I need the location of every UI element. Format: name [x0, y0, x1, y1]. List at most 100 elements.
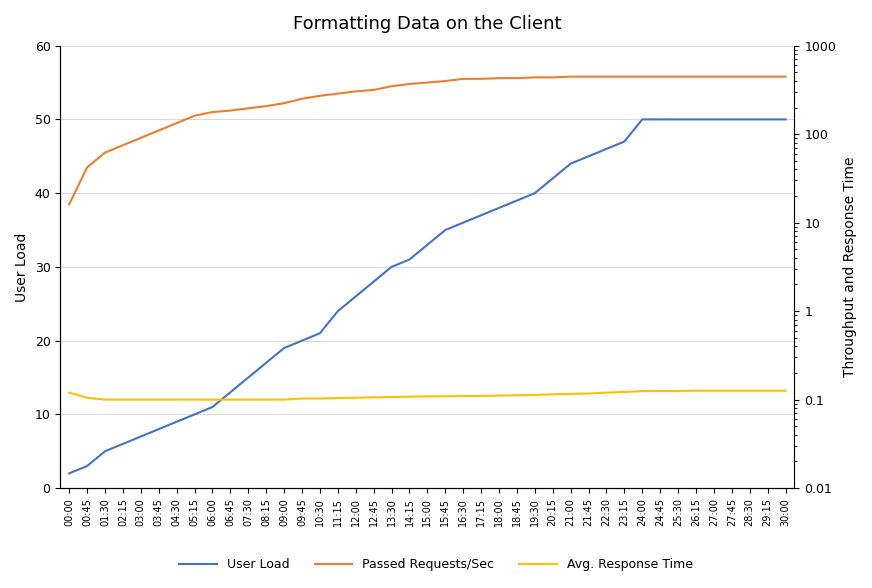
Y-axis label: User Load: User Load: [15, 232, 29, 302]
User Load: [172, 418, 182, 425]
Avg. Response Time: [619, 389, 630, 396]
User Load: [64, 470, 74, 477]
Passed Requests/Sec: [619, 73, 630, 80]
Avg. Response Time: [208, 396, 218, 403]
Line: Avg. Response Time: Avg. Response Time: [69, 391, 786, 400]
Passed Requests/Sec: [99, 149, 110, 156]
Avg. Response Time: [709, 387, 719, 395]
Y-axis label: Throughput and Response Time: Throughput and Response Time: [843, 156, 857, 377]
Avg. Response Time: [118, 396, 128, 403]
Avg. Response Time: [153, 396, 164, 403]
Passed Requests/Sec: [189, 112, 200, 119]
User Load: [351, 293, 361, 300]
Passed Requests/Sec: [583, 73, 594, 80]
Avg. Response Time: [529, 392, 540, 399]
Passed Requests/Sec: [296, 95, 307, 102]
User Load: [243, 374, 254, 381]
User Load: [619, 138, 630, 145]
User Load: [762, 116, 773, 123]
Avg. Response Time: [637, 387, 648, 395]
Avg. Response Time: [315, 395, 325, 402]
Avg. Response Time: [261, 396, 271, 403]
User Load: [780, 116, 791, 123]
Passed Requests/Sec: [82, 164, 92, 171]
Avg. Response Time: [726, 387, 737, 395]
User Load: [279, 345, 290, 352]
Passed Requests/Sec: [332, 90, 343, 97]
Avg. Response Time: [565, 390, 576, 397]
Avg. Response Time: [225, 396, 235, 403]
Passed Requests/Sec: [691, 73, 701, 80]
User Load: [637, 116, 648, 123]
Avg. Response Time: [673, 387, 684, 395]
Avg. Response Time: [548, 390, 558, 397]
Passed Requests/Sec: [762, 73, 773, 80]
User Load: [512, 197, 522, 204]
User Load: [673, 116, 684, 123]
User Load: [565, 160, 576, 167]
Passed Requests/Sec: [637, 73, 648, 80]
User Load: [440, 226, 451, 233]
Passed Requests/Sec: [494, 75, 504, 82]
Avg. Response Time: [64, 389, 74, 396]
User Load: [458, 219, 468, 226]
Passed Requests/Sec: [709, 73, 719, 80]
Passed Requests/Sec: [565, 73, 576, 80]
Avg. Response Time: [745, 387, 755, 395]
User Load: [208, 403, 218, 410]
User Load: [225, 389, 235, 396]
User Load: [548, 175, 558, 182]
Avg. Response Time: [583, 390, 594, 397]
Passed Requests/Sec: [458, 75, 468, 82]
Passed Requests/Sec: [368, 86, 378, 93]
Avg. Response Time: [99, 396, 110, 403]
Passed Requests/Sec: [261, 103, 271, 110]
User Load: [153, 426, 164, 433]
Passed Requests/Sec: [548, 74, 558, 81]
User Load: [709, 116, 719, 123]
Avg. Response Time: [296, 395, 307, 402]
Avg. Response Time: [780, 387, 791, 395]
Avg. Response Time: [405, 393, 415, 400]
Avg. Response Time: [494, 392, 504, 399]
Passed Requests/Sec: [529, 74, 540, 81]
User Load: [655, 116, 665, 123]
User Load: [494, 205, 504, 212]
Passed Requests/Sec: [745, 73, 755, 80]
Avg. Response Time: [476, 392, 487, 399]
Avg. Response Time: [351, 394, 361, 401]
User Load: [118, 440, 128, 447]
Passed Requests/Sec: [279, 99, 290, 106]
Avg. Response Time: [368, 394, 378, 401]
User Load: [726, 116, 737, 123]
User Load: [386, 263, 397, 270]
Avg. Response Time: [189, 396, 200, 403]
Passed Requests/Sec: [726, 73, 737, 80]
User Load: [368, 278, 378, 285]
Passed Requests/Sec: [172, 119, 182, 126]
User Load: [691, 116, 701, 123]
User Load: [261, 359, 271, 366]
User Load: [189, 411, 200, 418]
Passed Requests/Sec: [440, 78, 451, 85]
Passed Requests/Sec: [64, 201, 74, 208]
Passed Requests/Sec: [315, 92, 325, 99]
Passed Requests/Sec: [405, 81, 415, 88]
User Load: [476, 212, 487, 219]
Line: Passed Requests/Sec: Passed Requests/Sec: [69, 76, 786, 204]
User Load: [136, 433, 146, 440]
User Load: [422, 241, 433, 248]
User Load: [99, 447, 110, 455]
User Load: [315, 330, 325, 337]
Line: User Load: User Load: [69, 119, 786, 473]
User Load: [601, 145, 611, 152]
Legend: User Load, Passed Requests/Sec, Avg. Response Time: User Load, Passed Requests/Sec, Avg. Res…: [174, 553, 698, 576]
User Load: [82, 463, 92, 470]
User Load: [405, 256, 415, 263]
Passed Requests/Sec: [476, 75, 487, 82]
User Load: [745, 116, 755, 123]
Passed Requests/Sec: [225, 107, 235, 114]
Avg. Response Time: [691, 387, 701, 395]
Avg. Response Time: [279, 396, 290, 403]
Passed Requests/Sec: [208, 109, 218, 116]
